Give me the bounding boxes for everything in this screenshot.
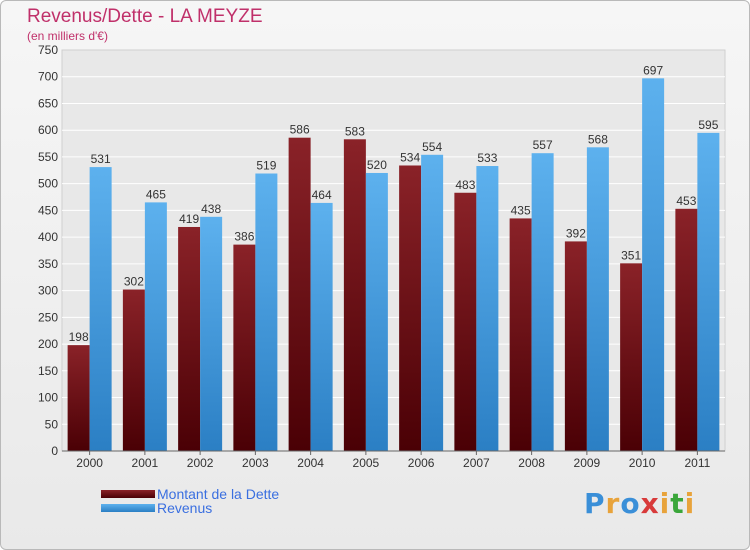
- bar-revenus: [144, 202, 167, 451]
- x-tick-label: 2003: [242, 456, 269, 470]
- data-label-dette: 534: [400, 150, 420, 164]
- bar-dette: [564, 241, 587, 451]
- x-tick-label: 2007: [463, 456, 490, 470]
- legend-swatch-revenus: [101, 504, 155, 512]
- data-label-dette: 586: [290, 123, 310, 137]
- bar-dette: [178, 226, 201, 451]
- logo-letter: i: [659, 487, 671, 520]
- data-label-revenus: 438: [201, 202, 221, 216]
- bar-revenus: [531, 153, 554, 451]
- data-label-revenus: 533: [477, 151, 497, 165]
- x-tick-label: 2008: [518, 456, 545, 470]
- x-tick-label: 2005: [353, 456, 380, 470]
- bar-dette: [454, 192, 477, 452]
- data-label-revenus: 465: [146, 187, 166, 201]
- y-tick-label: 550: [38, 150, 58, 164]
- bar-dette: [620, 263, 643, 451]
- x-tick-label: 2001: [132, 456, 159, 470]
- y-tick-label: 750: [38, 43, 58, 57]
- x-tick-label: 2011: [684, 456, 710, 470]
- bar-dette: [67, 345, 90, 451]
- logo-letter: t: [670, 487, 685, 520]
- bar-revenus: [200, 216, 223, 451]
- bar-revenus: [642, 78, 665, 451]
- bar-revenus: [476, 166, 499, 452]
- logo-letter: r: [605, 487, 621, 520]
- logo-letter: o: [620, 487, 641, 520]
- legend: Montant de la Dette Revenus: [101, 486, 280, 516]
- data-label-dette: 435: [511, 203, 531, 217]
- logo-letter: x: [640, 487, 660, 520]
- y-tick-label: 0: [51, 444, 58, 458]
- bar-dette: [122, 289, 145, 451]
- data-label-dette: 198: [69, 330, 89, 344]
- y-tick-label: 150: [38, 364, 58, 378]
- bar-revenus: [89, 167, 112, 452]
- y-tick-label: 650: [38, 96, 58, 110]
- y-tick-label: 450: [38, 203, 58, 217]
- proxiti-logo: Proxiti: [584, 487, 695, 520]
- data-label-revenus: 520: [367, 158, 387, 172]
- logo-letter: i: [684, 487, 696, 520]
- bar-revenus: [421, 154, 444, 451]
- bar-revenus: [255, 173, 278, 451]
- bar-revenus: [365, 172, 388, 451]
- data-label-dette: 483: [455, 178, 475, 192]
- logo-letter: P: [584, 487, 606, 520]
- x-tick-label: 2006: [408, 456, 435, 470]
- data-label-revenus: 554: [422, 140, 442, 154]
- data-label-revenus: 568: [588, 132, 608, 146]
- data-label-revenus: 595: [698, 118, 718, 132]
- chart-title: Revenus/Dette - LA MEYZE: [27, 6, 263, 27]
- bar-dette: [288, 137, 311, 451]
- y-tick-label: 600: [38, 123, 58, 137]
- data-label-revenus: 519: [256, 159, 276, 173]
- bar-dette: [399, 165, 422, 451]
- data-label-revenus: 531: [91, 152, 111, 166]
- legend-label-revenus: Revenus: [157, 500, 213, 516]
- data-label-dette: 392: [566, 226, 586, 240]
- legend-swatch-dette: [101, 490, 155, 498]
- bar-dette: [343, 139, 366, 451]
- bar-revenus: [310, 202, 333, 451]
- data-label-dette: 302: [124, 275, 144, 289]
- y-tick-label: 200: [38, 337, 58, 351]
- bar-revenus: [697, 132, 720, 451]
- x-tick-label: 2002: [187, 456, 214, 470]
- bar-revenus: [586, 147, 609, 451]
- y-tick-label: 50: [45, 417, 59, 431]
- chart-subtitle: (en milliers d'€): [27, 29, 108, 43]
- y-tick-label: 350: [38, 257, 58, 271]
- y-tick-label: 500: [38, 177, 58, 191]
- bar-dette: [675, 208, 698, 451]
- bar-dette: [509, 218, 532, 451]
- x-tick-label: 2000: [76, 456, 103, 470]
- data-label-dette: 351: [621, 248, 641, 262]
- data-label-dette: 419: [179, 212, 199, 226]
- data-label-dette: 453: [676, 194, 696, 208]
- y-tick-label: 700: [38, 70, 58, 84]
- data-label-revenus: 697: [643, 63, 663, 77]
- legend-item-revenus: Revenus: [101, 500, 279, 516]
- x-tick-label: 2004: [297, 456, 324, 470]
- y-tick-label: 250: [38, 310, 58, 324]
- data-label-revenus: 557: [533, 138, 553, 152]
- x-tick-label: 2010: [629, 456, 656, 470]
- data-label-dette: 386: [234, 230, 254, 244]
- data-label-revenus: 464: [312, 188, 332, 202]
- y-tick-label: 300: [38, 284, 58, 298]
- x-tick-label: 2009: [574, 456, 601, 470]
- legend-label-dette: Montant de la Dette: [157, 486, 280, 502]
- bar-dette: [233, 244, 256, 451]
- plot-area: [61, 49, 726, 452]
- y-tick-label: 100: [38, 391, 58, 405]
- y-tick-label: 400: [38, 230, 58, 244]
- legend-item-dette: Montant de la Dette: [101, 486, 280, 502]
- data-label-dette: 583: [345, 124, 365, 138]
